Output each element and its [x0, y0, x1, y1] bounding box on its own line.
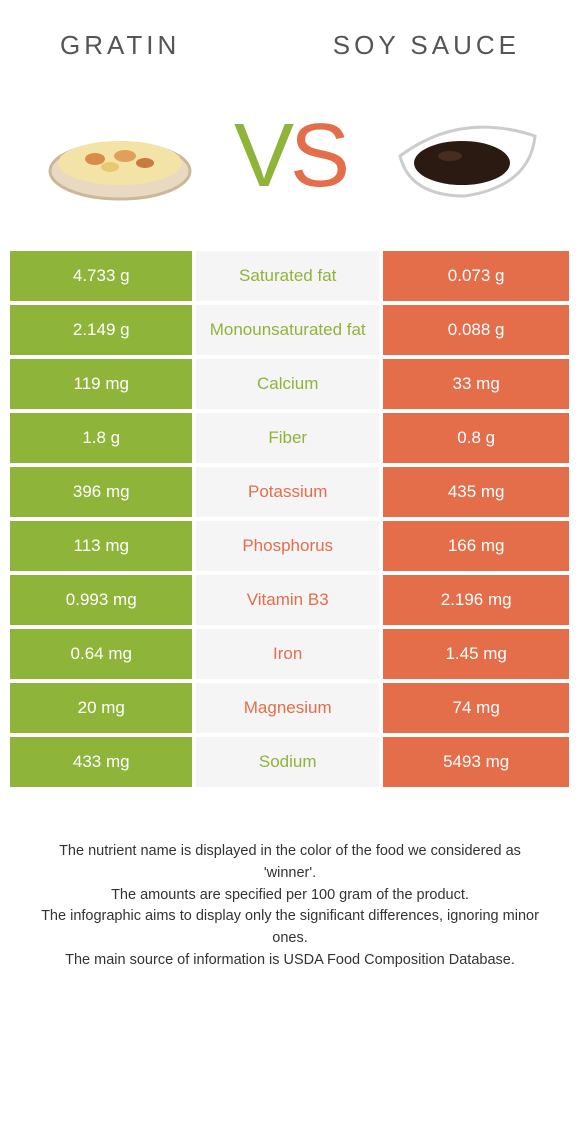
value-right: 0.8 g: [383, 413, 569, 463]
value-left: 113 mg: [10, 521, 196, 571]
footer-line-3: The infographic aims to display only the…: [40, 906, 540, 950]
nutrient-label: Saturated fat: [196, 251, 382, 301]
food-title-left: GRATIN: [60, 30, 180, 61]
value-left: 2.149 g: [10, 305, 196, 355]
value-right: 0.088 g: [383, 305, 569, 355]
footer-line-1: The nutrient name is displayed in the co…: [40, 841, 540, 885]
table-row: 4.733 gSaturated fat0.073 g: [10, 251, 570, 305]
vs-label: VS: [234, 111, 346, 201]
food-title-right: SOY SAUCE: [333, 30, 520, 61]
value-right: 74 mg: [383, 683, 569, 733]
value-left: 1.8 g: [10, 413, 196, 463]
table-row: 20 mgMagnesium74 mg: [10, 683, 570, 737]
nutrient-table: 4.733 gSaturated fat0.073 g2.149 gMonoun…: [10, 251, 570, 791]
table-row: 2.149 gMonounsaturated fat0.088 g: [10, 305, 570, 359]
value-left: 433 mg: [10, 737, 196, 787]
table-row: 0.64 mgIron1.45 mg: [10, 629, 570, 683]
nutrient-label: Magnesium: [196, 683, 382, 733]
value-right: 0.073 g: [383, 251, 569, 301]
soy-sauce-icon: [380, 101, 540, 211]
value-right: 33 mg: [383, 359, 569, 409]
footer-notes: The nutrient name is displayed in the co…: [10, 791, 570, 972]
table-row: 396 mgPotassium435 mg: [10, 467, 570, 521]
nutrient-label: Potassium: [196, 467, 382, 517]
footer-line-4: The main source of information is USDA F…: [40, 950, 540, 972]
footer-line-2: The amounts are specified per 100 gram o…: [40, 885, 540, 907]
nutrient-label: Vitamin B3: [196, 575, 382, 625]
images-row: VS: [10, 71, 570, 251]
value-right: 1.45 mg: [383, 629, 569, 679]
nutrient-label: Phosphorus: [196, 521, 382, 571]
table-row: 113 mgPhosphorus166 mg: [10, 521, 570, 575]
nutrient-label: Fiber: [196, 413, 382, 463]
table-row: 0.993 mgVitamin B32.196 mg: [10, 575, 570, 629]
table-row: 1.8 gFiber0.8 g: [10, 413, 570, 467]
nutrient-label: Sodium: [196, 737, 382, 787]
nutrient-label: Monounsaturated fat: [196, 305, 382, 355]
value-left: 20 mg: [10, 683, 196, 733]
value-left: 0.993 mg: [10, 575, 196, 625]
vs-letter-s: S: [290, 106, 346, 206]
value-right: 166 mg: [383, 521, 569, 571]
vs-letter-v: V: [234, 106, 290, 206]
table-row: 433 mgSodium5493 mg: [10, 737, 570, 791]
value-left: 4.733 g: [10, 251, 196, 301]
value-right: 435 mg: [383, 467, 569, 517]
value-right: 2.196 mg: [383, 575, 569, 625]
table-row: 119 mgCalcium33 mg: [10, 359, 570, 413]
header-row: GRATIN SOY SAUCE: [10, 0, 570, 71]
infographic-root: GRATIN SOY SAUCE VS 4.733 gSaturated: [0, 0, 580, 972]
nutrient-label: Iron: [196, 629, 382, 679]
value-left: 119 mg: [10, 359, 196, 409]
value-left: 0.64 mg: [10, 629, 196, 679]
nutrient-label: Calcium: [196, 359, 382, 409]
value-right: 5493 mg: [383, 737, 569, 787]
gratin-icon: [40, 101, 200, 211]
value-left: 396 mg: [10, 467, 196, 517]
